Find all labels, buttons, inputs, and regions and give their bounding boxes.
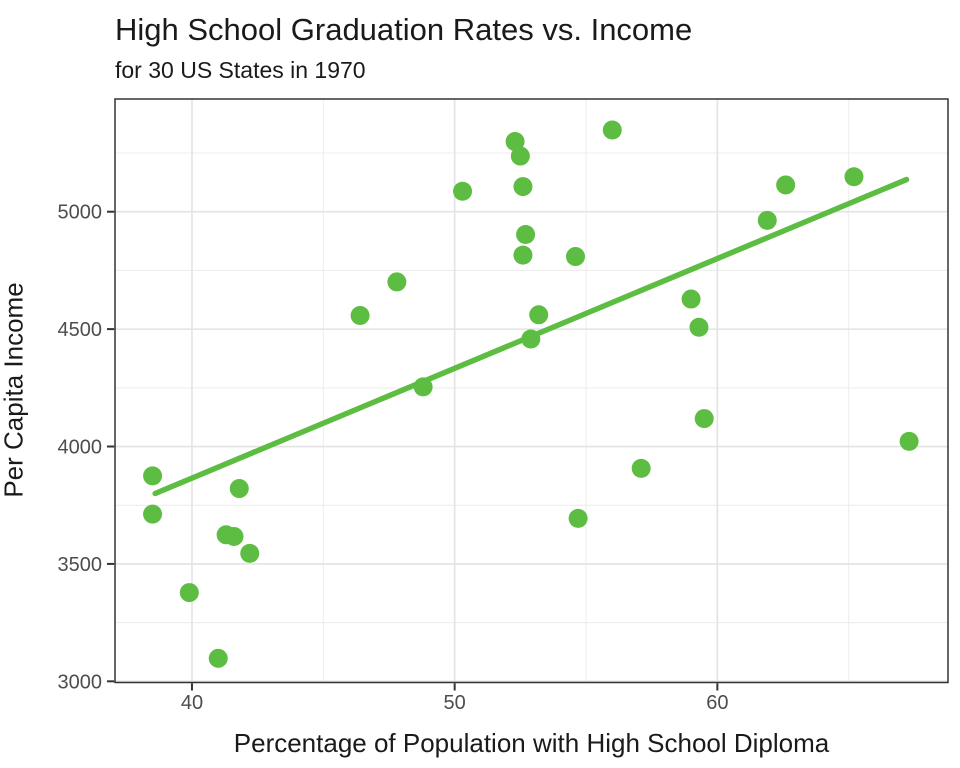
x-tick-label: 60: [706, 692, 728, 714]
data-point: [566, 247, 586, 267]
panel-background: [115, 99, 948, 683]
data-point: [516, 224, 536, 244]
data-point: [568, 508, 588, 528]
data-point: [631, 458, 651, 478]
x-tick-label: 40: [181, 692, 203, 714]
data-point: [224, 526, 244, 546]
panel-border: [114, 98, 949, 684]
data-point: [413, 377, 433, 397]
x-axis-title: Percentage of Population with High Schoo…: [233, 728, 830, 758]
data-point: [844, 167, 864, 187]
data-point: [229, 479, 249, 499]
data-point: [602, 120, 622, 140]
y-tick-label: 3000: [58, 671, 103, 693]
data-point: [529, 305, 549, 325]
y-tick-label: 3500: [58, 554, 103, 576]
data-point: [179, 583, 199, 603]
data-point: [694, 409, 714, 429]
chart-title: High School Graduation Rates vs. Income: [115, 12, 693, 47]
chart-subtitle: for 30 US States in 1970: [115, 57, 366, 83]
data-point: [899, 431, 919, 451]
data-point: [208, 648, 228, 668]
y-tick-label: 5000: [58, 202, 103, 224]
data-point: [387, 272, 407, 292]
data-point: [143, 504, 163, 524]
data-point: [513, 245, 533, 265]
data-point: [757, 210, 777, 230]
y-axis-title: Per Capita Income: [0, 282, 29, 498]
data-point: [143, 466, 163, 486]
y-tick-label: 4000: [58, 437, 103, 459]
data-point: [505, 132, 525, 152]
data-point: [513, 177, 533, 197]
data-point: [521, 329, 541, 349]
x-tick-label: 50: [444, 692, 466, 714]
data-point: [350, 305, 370, 325]
data-point: [453, 181, 473, 201]
data-point: [240, 543, 260, 563]
data-point: [776, 175, 796, 195]
y-tick-label: 4500: [58, 319, 103, 341]
data-point: [681, 289, 701, 309]
data-point: [689, 317, 709, 337]
data-point: [510, 146, 530, 166]
